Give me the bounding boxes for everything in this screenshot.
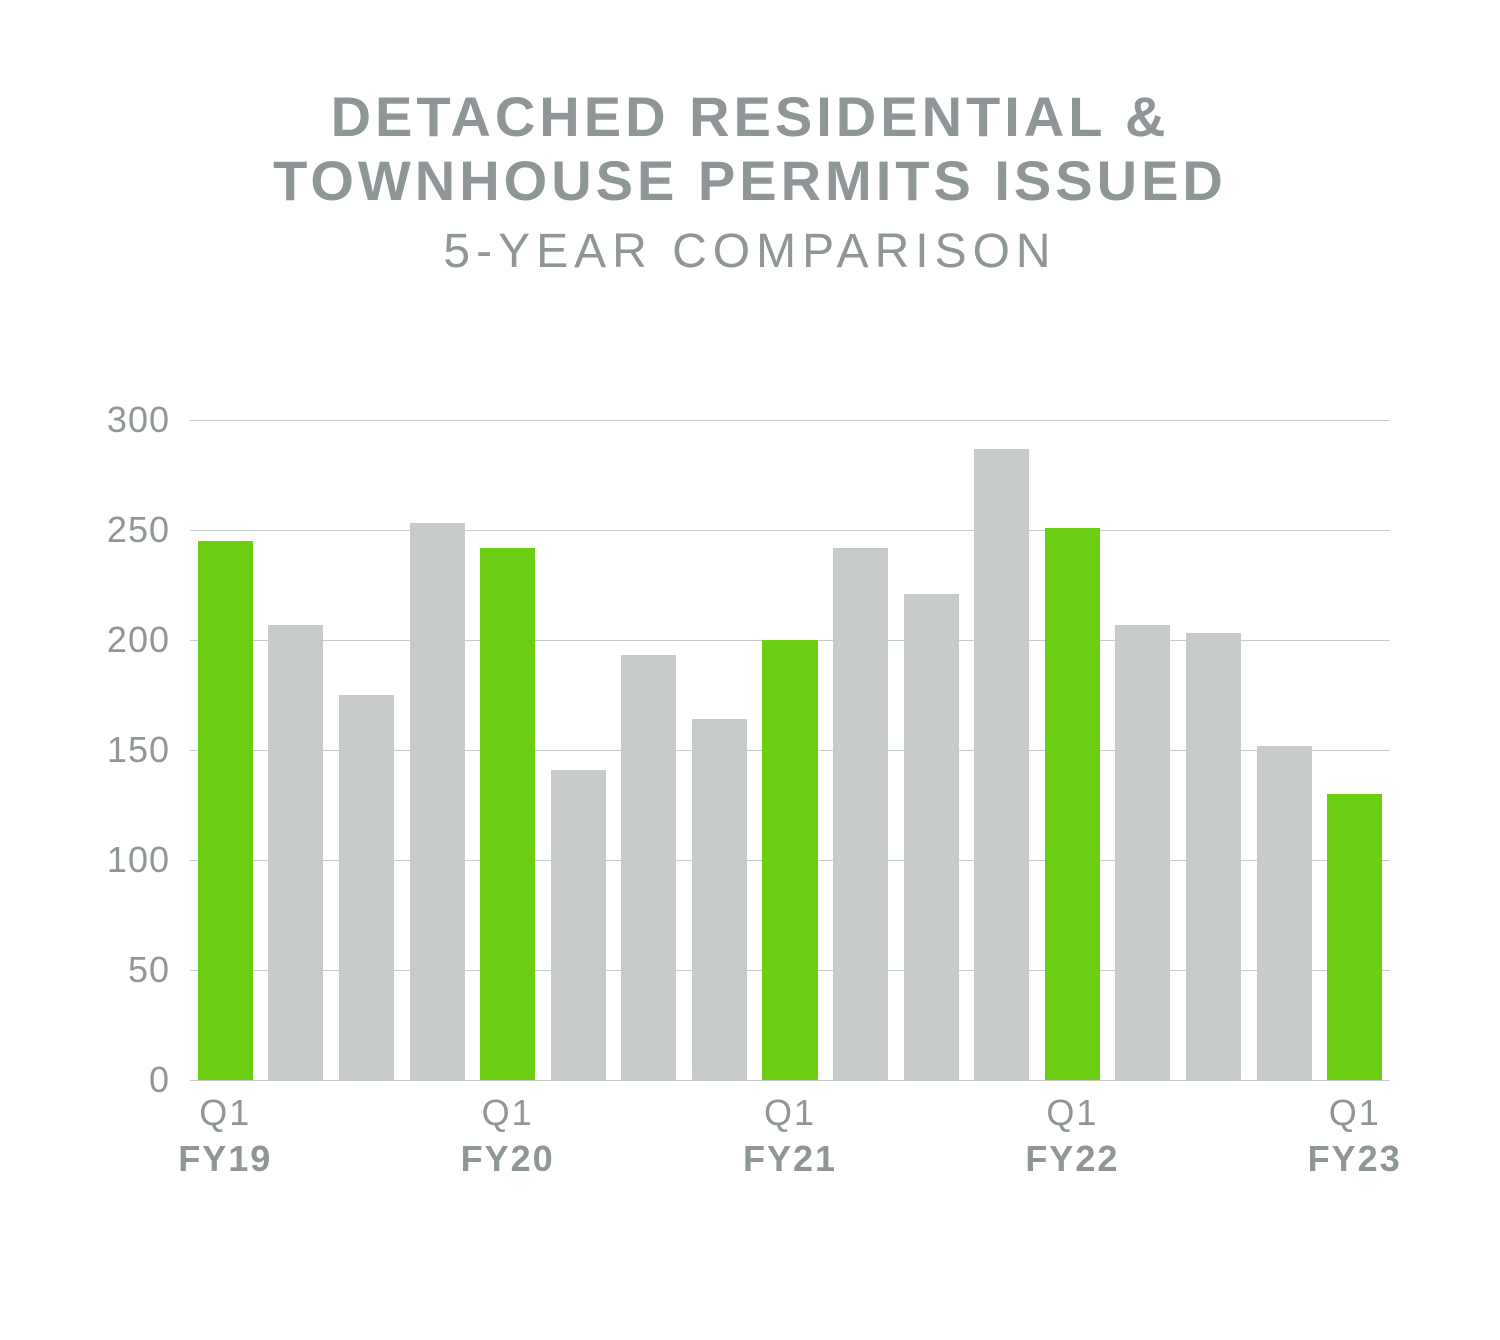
bar <box>339 695 394 1080</box>
y-axis-label: 50 <box>50 949 170 991</box>
chart-plot-area: 050100150200250300 <box>190 420 1390 1080</box>
bar <box>1257 746 1312 1080</box>
bar-q1-highlight <box>1045 528 1100 1080</box>
y-axis-label: 200 <box>50 619 170 661</box>
gridline <box>190 1080 1390 1081</box>
y-axis-label: 250 <box>50 509 170 551</box>
bar <box>904 594 959 1080</box>
bar <box>833 548 888 1080</box>
title-block: DETACHED RESIDENTIAL & TOWNHOUSE PERMITS… <box>0 85 1500 279</box>
x-axis-fy-label: FY20 <box>461 1138 555 1180</box>
bar <box>268 625 323 1080</box>
subtitle: 5-YEAR COMPARISON <box>0 224 1500 279</box>
x-axis-fy-label: FY19 <box>178 1138 272 1180</box>
x-axis-fy-label: FY22 <box>1025 1138 1119 1180</box>
bar <box>1115 625 1170 1080</box>
y-axis-label: 100 <box>50 839 170 881</box>
bar-q1-highlight <box>198 541 253 1080</box>
x-axis-fy-label: FY23 <box>1308 1138 1402 1180</box>
bars-layer <box>190 420 1390 1080</box>
bar <box>410 523 465 1080</box>
title-line-2: TOWNHOUSE PERMITS ISSUED <box>0 149 1500 213</box>
x-axis-fy-label: FY21 <box>743 1138 837 1180</box>
y-axis-label: 0 <box>50 1059 170 1101</box>
x-axis-quarter-label: Q1 <box>764 1092 816 1134</box>
bar <box>551 770 606 1080</box>
bar <box>1186 633 1241 1080</box>
bar-q1-highlight <box>762 640 817 1080</box>
bar-q1-highlight <box>1327 794 1382 1080</box>
chart-container: DETACHED RESIDENTIAL & TOWNHOUSE PERMITS… <box>0 0 1500 1340</box>
bar <box>621 655 676 1080</box>
x-axis-quarter-label: Q1 <box>199 1092 251 1134</box>
title-line-1: DETACHED RESIDENTIAL & <box>0 85 1500 149</box>
y-axis-label: 300 <box>50 399 170 441</box>
x-axis-quarter-label: Q1 <box>482 1092 534 1134</box>
x-axis-quarter-label: Q1 <box>1046 1092 1098 1134</box>
x-axis-quarter-label: Q1 <box>1329 1092 1381 1134</box>
bar-q1-highlight <box>480 548 535 1080</box>
bar <box>974 449 1029 1080</box>
y-axis-label: 150 <box>50 729 170 771</box>
bar <box>692 719 747 1080</box>
